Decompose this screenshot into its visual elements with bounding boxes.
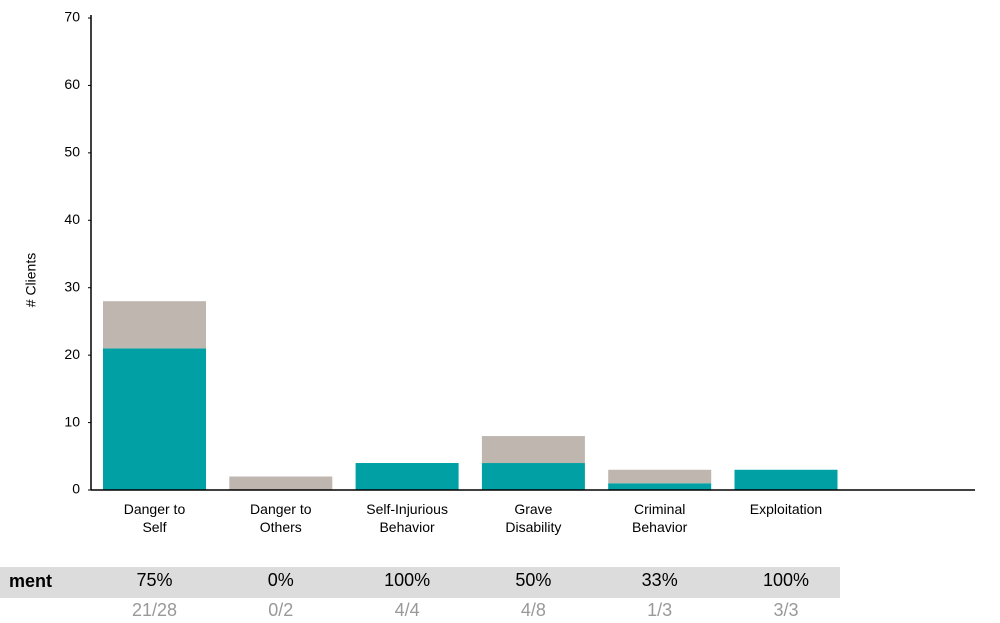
- table-percent: 50%: [515, 570, 552, 590]
- x-tick-label: Grave Disability: [505, 501, 562, 535]
- bar-segment: [355, 463, 459, 490]
- bar-segment: [103, 348, 206, 490]
- bar-segment: [103, 301, 206, 349]
- y-tick-label: 60: [64, 76, 80, 92]
- y-axis-label: # Clients: [23, 253, 39, 307]
- table-ratio: 1/3: [647, 600, 673, 620]
- table-ratio: 4/8: [520, 600, 546, 620]
- bar-segment: [481, 463, 585, 490]
- table-percent: 33%: [641, 570, 678, 590]
- x-tick-label: Exploitation: [749, 501, 823, 517]
- bar-segment: [734, 469, 838, 490]
- table-label: ment: [9, 571, 52, 591]
- bar-segment: [481, 436, 585, 464]
- table-ratio: 4/4: [394, 600, 420, 620]
- table-percent: 75%: [136, 570, 173, 590]
- y-tick-label: 0: [72, 481, 80, 497]
- x-tick-label: Criminal Behavior: [632, 501, 688, 535]
- x-tick-label: Danger to Self: [123, 501, 186, 535]
- y-tick-label: 20: [64, 346, 80, 362]
- y-tick-label: 50: [64, 144, 80, 160]
- y-tick-label: 40: [64, 211, 80, 227]
- bar-segment: [608, 483, 712, 490]
- table-percent: 100%: [762, 570, 810, 590]
- table-band: [0, 567, 840, 598]
- table-percent: 0%: [267, 570, 294, 590]
- bar-segment: [608, 469, 712, 484]
- x-tick-label: Self-Injurious Behavior: [366, 501, 448, 535]
- table-ratio: 3/3: [773, 600, 799, 620]
- y-tick-label: 70: [64, 9, 80, 25]
- table-percent: 100%: [384, 570, 431, 590]
- x-tick-label: Danger to Others: [250, 501, 312, 535]
- y-tick-label: 30: [64, 278, 80, 294]
- table-ratio: 21/28: [131, 600, 178, 620]
- table-ratio: 0/2: [268, 600, 294, 620]
- y-tick-label: 10: [64, 413, 80, 429]
- bar-segment: [229, 476, 333, 490]
